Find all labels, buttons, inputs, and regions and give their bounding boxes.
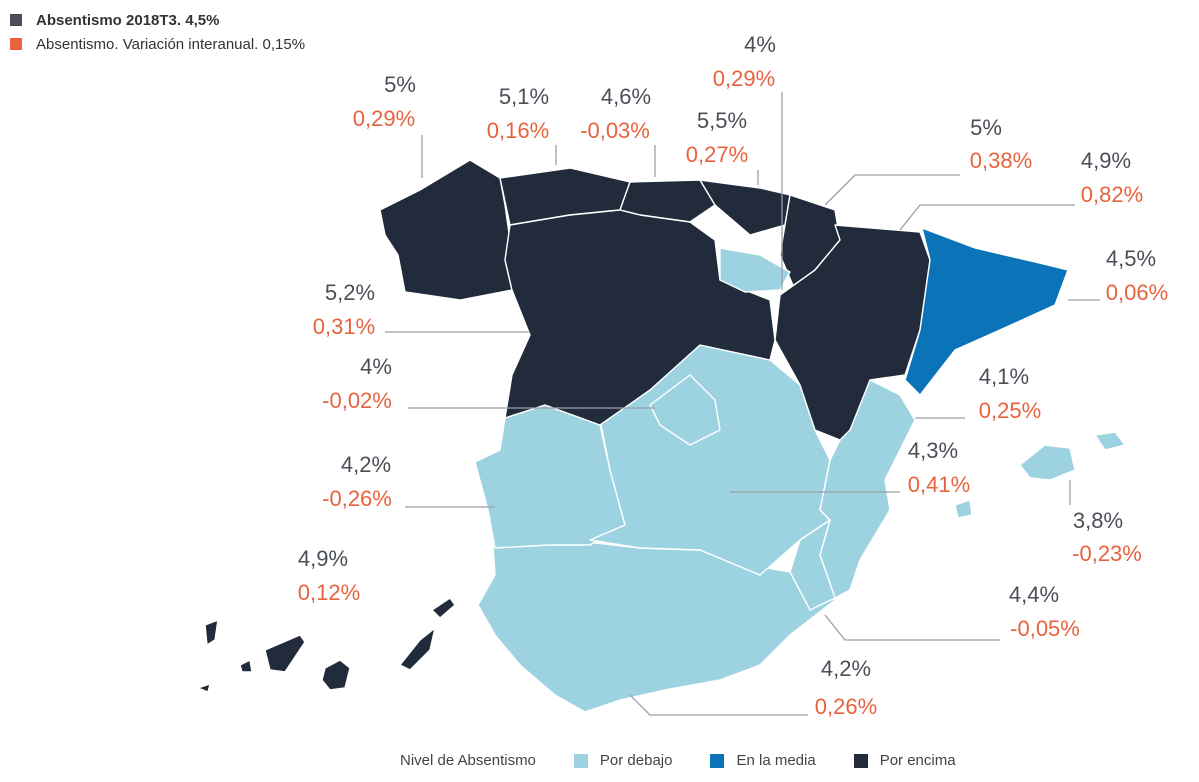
region-andalucia[interactable]	[477, 539, 836, 713]
label-castilla-la-mancha-variation: 0,41%	[908, 472, 970, 497]
region-galicia[interactable]	[379, 159, 513, 301]
legend-title: Nivel de Absentismo	[400, 752, 536, 769]
label-pais-vasco-variation: 0,27%	[686, 142, 748, 167]
label-navarra-variation: 0,38%	[970, 148, 1032, 173]
label-valencia-variation: 0,25%	[979, 398, 1041, 423]
label-andalucia-variation: 0,26%	[815, 694, 877, 719]
legend-swatch-below	[573, 753, 588, 768]
region-murcia[interactable]	[789, 519, 836, 611]
label-la-rioja-variation: 0,29%	[713, 66, 775, 91]
label-la-rioja-value: 4%	[744, 32, 776, 57]
label-extremadura-value: 4,2%	[341, 452, 391, 477]
legend-label-absentismo: Absentismo 2018T3. 4,5%	[36, 11, 220, 29]
label-baleares-variation: -0,23%	[1072, 541, 1142, 566]
legend-swatch-average	[710, 753, 725, 768]
legend-item-average: En la media	[710, 752, 816, 769]
label-pais-vasco-value: 5,5%	[697, 108, 747, 133]
legend-label-below: Por debajo	[599, 752, 673, 769]
label-galicia-value: 5%	[384, 72, 416, 97]
legend-label-variacion: Absentismo. Variación interanual. 0,15%	[36, 35, 306, 53]
legend-label-above: Por encima	[879, 752, 956, 769]
label-asturias-variation: 0,16%	[487, 118, 549, 143]
label-castilla-leon-value: 5,2%	[325, 280, 375, 305]
legend-label-average: En la media	[736, 752, 816, 769]
legend-variacion: Absentismo. Variación interanual. 0,15%	[10, 32, 305, 56]
label-valencia-value: 4,1%	[979, 364, 1029, 389]
label-cantabria-variation: -0,03%	[580, 118, 650, 143]
label-navarra-value: 5%	[970, 115, 1002, 140]
legend-absentismo: Absentismo 2018T3. 4,5%	[10, 8, 305, 32]
region-cataluna[interactable]	[904, 227, 1069, 396]
label-andalucia-value: 4,2%	[821, 656, 871, 681]
label-murcia-variation: -0,05%	[1010, 616, 1080, 641]
label-cataluna-value: 4,5%	[1106, 246, 1156, 271]
region-canarias[interactable]	[197, 597, 456, 693]
label-madrid-value: 4%	[360, 354, 392, 379]
label-madrid-variation: -0,02%	[322, 388, 392, 413]
region-la-rioja[interactable]	[719, 247, 791, 293]
label-canarias-value: 4,9%	[298, 546, 348, 571]
legend-swatch-above	[853, 753, 868, 768]
label-castilla-la-mancha-value: 4,3%	[908, 438, 958, 463]
label-galicia-variation: 0,29%	[353, 106, 415, 131]
label-extremadura-variation: -0,26%	[322, 486, 392, 511]
region-pais-vasco[interactable]	[699, 179, 791, 236]
label-canarias-variation: 0,12%	[298, 580, 360, 605]
legend-swatch-absentismo	[10, 14, 22, 26]
label-aragon-variation: 0,82%	[1081, 182, 1143, 207]
region-labels: 5% 0,29% 5,1% 0,16% 4,6% -0,03% 5,5% 0,2…	[298, 32, 1168, 719]
top-legend: Absentismo 2018T3. 4,5% Absentismo. Vari…	[10, 8, 305, 56]
region-baleares[interactable]	[954, 431, 1126, 519]
leader-lines	[385, 92, 1100, 716]
label-cantabria-value: 4,6%	[601, 84, 651, 109]
label-castilla-leon-variation: 0,31%	[313, 314, 375, 339]
label-asturias-value: 5,1%	[499, 84, 549, 109]
label-murcia-value: 4,4%	[1009, 582, 1059, 607]
legend-swatch-variacion	[10, 38, 22, 50]
legend-item-below: Por debajo	[573, 752, 673, 769]
bottom-legend: Nivel de Absentismo Por debajo En la med…	[400, 752, 956, 769]
region-castilla-leon[interactable]	[504, 209, 776, 426]
label-baleares-value: 3,8%	[1073, 508, 1123, 533]
regions	[197, 159, 1126, 713]
region-madrid[interactable]	[649, 374, 721, 446]
legend-item-above: Por encima	[853, 752, 956, 769]
label-cataluna-variation: 0,06%	[1106, 280, 1168, 305]
label-aragon-value: 4,9%	[1081, 148, 1131, 173]
